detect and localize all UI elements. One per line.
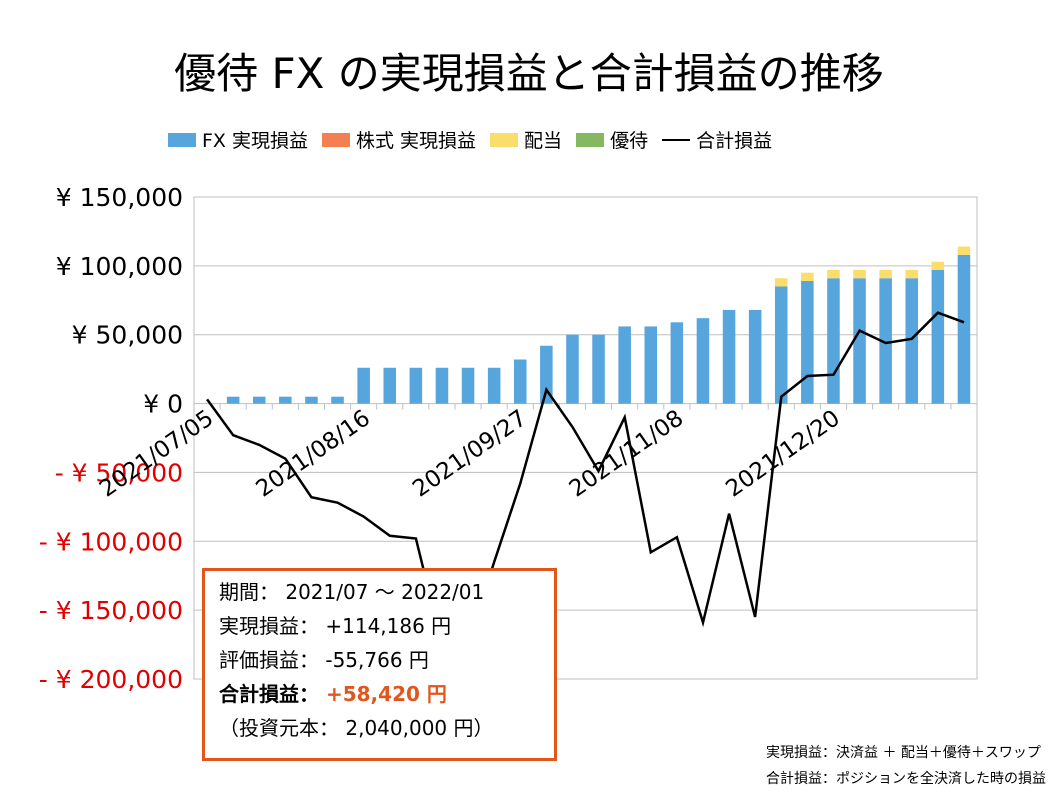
y-tick-label-6: - ¥ 150,000	[39, 596, 183, 625]
bar-0-3	[279, 396, 292, 404]
bar-0-13	[540, 345, 553, 404]
bar-0-22	[774, 286, 788, 404]
legend-item-yutai: 優待	[576, 126, 648, 153]
bar-0-6	[357, 367, 370, 404]
y-tick-label-2: ¥ 50,000	[72, 321, 183, 350]
bar-0-19	[696, 318, 710, 404]
bar-0-28	[931, 269, 945, 404]
legend-item-fx: FX 実現損益	[168, 126, 308, 153]
realized-value: +114,186 円	[325, 614, 452, 638]
bar-0-5	[331, 396, 344, 404]
bar-0-8	[409, 367, 423, 404]
unrealized-label: 評価損益：	[219, 648, 319, 672]
principal-row: （投資元本： 2,040,000 円）	[219, 711, 554, 745]
legend-swatch-dividend	[490, 132, 519, 147]
unrealized-row: 評価損益： -55,766 円	[219, 643, 554, 677]
realized-row: 実現損益： +114,186 円	[219, 609, 554, 643]
bar-0-26	[879, 278, 892, 404]
bar-2-29	[957, 246, 971, 255]
y-tick-label-5: - ¥ 100,000	[39, 527, 183, 556]
legend-label-fx: FX 実現損益	[202, 130, 308, 152]
legend-label-stock: 株式 実現損益	[356, 130, 477, 152]
x-axis-labels: 2021/07/05 2021/08/16 2021/09/27 2021/11/08…	[95, 405, 845, 502]
x-tick-label-2: 2021/09/27	[408, 405, 532, 502]
legend-item-stock: 株式 実現損益	[322, 126, 476, 153]
notes: 実現損益：決済益 ＋ 配当＋優待＋スワップ 合計損益：ポジションを全決済した時の…	[766, 740, 1046, 792]
bar-0-21	[748, 309, 762, 404]
bar-0-11	[487, 367, 501, 404]
legend-swatch-yutai	[576, 132, 605, 147]
bar-2-22	[774, 278, 788, 287]
bar-0-27	[905, 278, 919, 404]
legend-swatch-stock	[322, 132, 350, 147]
bar-2-26	[879, 269, 892, 279]
total-label: 合計損益：	[219, 682, 319, 706]
bar-0-18	[670, 322, 684, 404]
note-total: 合計損益：ポジションを全決済した時の損益	[766, 771, 1046, 787]
y-tick-label-0: ¥ 150,000	[56, 183, 183, 212]
bar-0-17	[644, 326, 658, 404]
period-label: 期間：	[219, 580, 279, 604]
total-value: +58,420 円	[325, 682, 447, 706]
bar-0-14	[566, 334, 579, 404]
x-tick-label-4: 2021/12/20	[721, 405, 845, 502]
x-tick-label-3: 2021/11/08	[565, 405, 689, 502]
bar-0-16	[618, 326, 631, 404]
y-tick-label-7: - ¥ 200,000	[39, 665, 183, 694]
summary-box: 期間： 2021/07 ～ 2022/01 実現損益： +114,186 円 評…	[202, 568, 557, 761]
legend-label-total: 合計損益	[696, 130, 773, 152]
note-realized: 実現損益：決済益 ＋ 配当＋優待＋スワップ	[766, 745, 1041, 761]
period-value: 2021/07 ～ 2022/01	[285, 580, 485, 604]
bar-2-28	[931, 261, 945, 270]
period-row: 期間： 2021/07 ～ 2022/01	[219, 575, 554, 609]
y-tick-label-4: - ¥ 50,000	[55, 458, 183, 487]
bar-2-25	[853, 269, 866, 279]
bar-2-27	[905, 269, 919, 279]
bar-0-9	[435, 367, 449, 404]
bar-0-2	[252, 396, 266, 404]
bar-0-25	[853, 278, 866, 404]
bar-2-24	[827, 269, 840, 279]
gridlines	[193, 196, 978, 680]
legend-swatch-fx	[168, 132, 196, 147]
bars	[226, 246, 971, 404]
principal-text: （投資元本： 2,040,000 円）	[219, 716, 494, 740]
y-tick-label-3: ¥ 0	[143, 390, 183, 419]
total-line-group	[206, 311, 965, 646]
total-line	[206, 311, 965, 646]
legend-item-total: 合計損益	[662, 126, 772, 153]
bar-0-29	[957, 254, 971, 404]
legend-label-dividend: 配当	[524, 130, 563, 152]
x-tick-label-1: 2021/08/16	[252, 405, 376, 502]
chart-title: 優待 FX の実現損益と合計損益の推移	[174, 49, 884, 98]
bar-0-12	[513, 359, 527, 404]
total-row: 合計損益： +58,420 円	[219, 677, 554, 711]
realized-label: 実現損益：	[219, 614, 319, 638]
bar-0-1	[226, 396, 240, 404]
x-tick-label-0: 2021/07/05	[95, 405, 219, 502]
legend-line-total	[662, 138, 691, 141]
bar-2-23	[801, 272, 814, 282]
bar-0-7	[383, 367, 397, 404]
legend: FX 実現損益 株式 実現損益 配当 優待 合計損益	[168, 126, 772, 153]
bar-0-20	[722, 309, 736, 404]
bar-0-4	[305, 396, 318, 404]
bar-0-23	[801, 281, 814, 404]
bar-0-24	[827, 278, 840, 404]
legend-item-dividend: 配当	[490, 126, 562, 153]
legend-label-yutai: 優待	[610, 130, 649, 152]
y-tick-label-1: ¥ 100,000	[56, 252, 183, 281]
bar-0-10	[461, 367, 475, 404]
bar-0-15	[592, 334, 605, 404]
unrealized-value: -55,766 円	[325, 648, 429, 672]
y-axis-labels: ¥ 150,000 ¥ 100,000 ¥ 50,000 ¥ 0 - ¥ 50,000 -…	[39, 183, 183, 694]
